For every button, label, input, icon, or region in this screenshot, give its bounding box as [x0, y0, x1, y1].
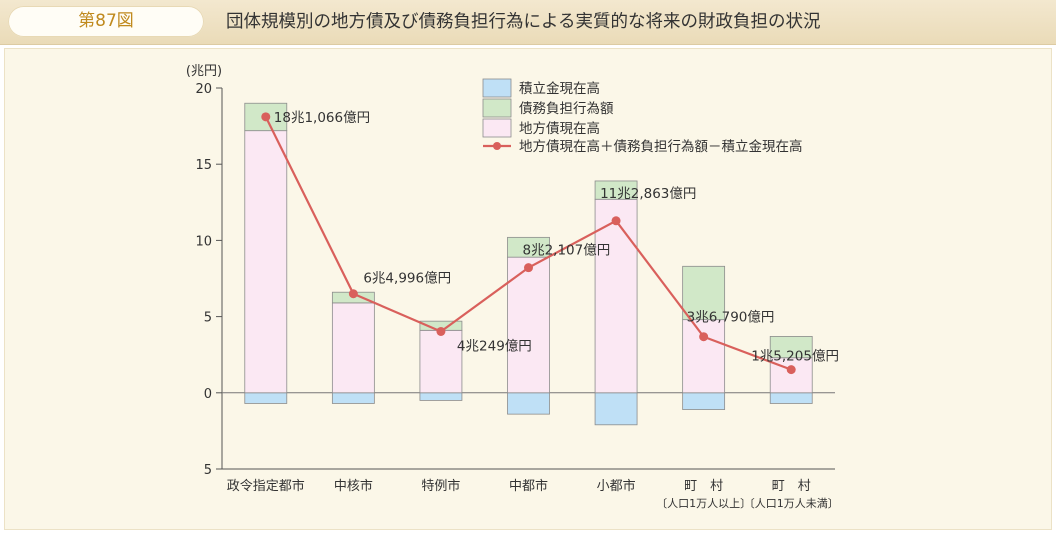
- net-burden-point: [699, 332, 709, 342]
- y-axis-unit-label: (兆円): [186, 64, 222, 79]
- data-label: 1兆5,205億円: [751, 349, 839, 365]
- figure-title: 団体規模別の地方債及び債務負担行為による実質的な将来の財政負担の状況: [226, 12, 821, 32]
- legend-label: 積立金現在高: [519, 80, 600, 97]
- bar-local-bond: [419, 329, 463, 394]
- bar-local-bond: [594, 198, 638, 394]
- bar-debt-burden: [594, 180, 638, 200]
- bar-reserve-fund: [244, 392, 288, 404]
- bar-debt-burden: [769, 336, 813, 359]
- bar-debt-burden: [244, 102, 288, 132]
- stacked-bar-line-chart: (兆円) 20 15 10 5 0 5 18兆1,066億円 6兆4,996億円 4兆249億…: [186, 64, 839, 510]
- bar-local-bond: [507, 256, 550, 394]
- data-label: 3兆6,790億円: [687, 310, 775, 326]
- y-tick-label: 5: [204, 311, 212, 326]
- legend-swatch: [482, 98, 512, 118]
- data-label: 8兆2,107億円: [523, 243, 611, 259]
- net-burden-point: [611, 216, 621, 226]
- bar-reserve-fund: [594, 392, 638, 426]
- bar-reserve-fund: [507, 392, 550, 415]
- net-burden-point: [261, 112, 271, 122]
- net-burden-point: [348, 289, 358, 299]
- bars-group: [244, 102, 813, 426]
- data-label: 4兆249億円: [457, 338, 532, 354]
- line-series-group: 18兆1,066億円 6兆4,996億円 4兆249億円 8兆2,107億円 11兆2,…: [261, 110, 839, 375]
- chart-panel: (兆円) 20 15 10 5 0 5 18兆1,066億円 6兆4,996億円 4兆249億…: [4, 48, 1052, 530]
- bar-reserve-fund: [682, 392, 726, 410]
- y-tick-label: 20: [195, 82, 212, 97]
- figure-number-label: 第87図: [8, 6, 204, 37]
- bar-local-bond: [682, 319, 726, 394]
- x-tick-label: 小都市: [597, 478, 636, 494]
- x-axis-labels: 政令指定都市 中核市 特例市 中都市 小都市町 村〔人口1万人以上〕町 村〔人口1万人未…: [227, 478, 839, 510]
- bar-reserve-fund: [419, 392, 463, 401]
- bar-local-bond: [331, 302, 375, 394]
- legend-swatch: [482, 78, 512, 98]
- data-label: 11兆2,863億円: [600, 186, 696, 202]
- bar-debt-burden: [507, 236, 550, 258]
- bar-local-bond: [244, 130, 288, 394]
- x-tick-label: 中核市: [334, 478, 373, 494]
- y-tick-label: 5: [204, 463, 212, 478]
- data-label: 6兆4,996億円: [363, 271, 451, 287]
- x-tick-label: 政令指定都市: [227, 478, 305, 494]
- net-burden-point: [436, 326, 446, 336]
- x-tick-label: 町 村: [772, 479, 811, 494]
- bar-reserve-fund: [769, 392, 813, 404]
- x-tick-sublabel: 〔人口1万人未満〕: [744, 497, 839, 510]
- bar-debt-burden: [682, 265, 726, 321]
- x-tick-sublabel: 〔人口1万人以上〕: [656, 497, 751, 510]
- x-tick-label: 中都市: [509, 478, 548, 494]
- legend-line-marker: [493, 142, 501, 150]
- net-burden-point: [524, 263, 533, 273]
- legend-swatch: [482, 118, 512, 138]
- data-label: 18兆1,066億円: [274, 110, 370, 126]
- legend-label: 地方債現在高＋債務負担行為額－積立金現在高: [519, 138, 803, 155]
- y-tick-label: 10: [195, 234, 212, 249]
- y-tick-label: 0: [204, 387, 212, 402]
- figure-header: 第87図 団体規模別の地方債及び債務負担行為による実質的な将来の財政負担の状況: [0, 0, 1056, 45]
- x-tick-label: 特例市: [421, 478, 460, 494]
- legend-label: 地方債現在高: [519, 120, 600, 137]
- y-tick-label: 15: [195, 158, 212, 173]
- bar-reserve-fund: [331, 392, 375, 404]
- x-tick-label: 町 村: [684, 479, 723, 494]
- net-burden-point: [786, 365, 796, 375]
- legend-label: 債務負担行為額: [519, 101, 614, 117]
